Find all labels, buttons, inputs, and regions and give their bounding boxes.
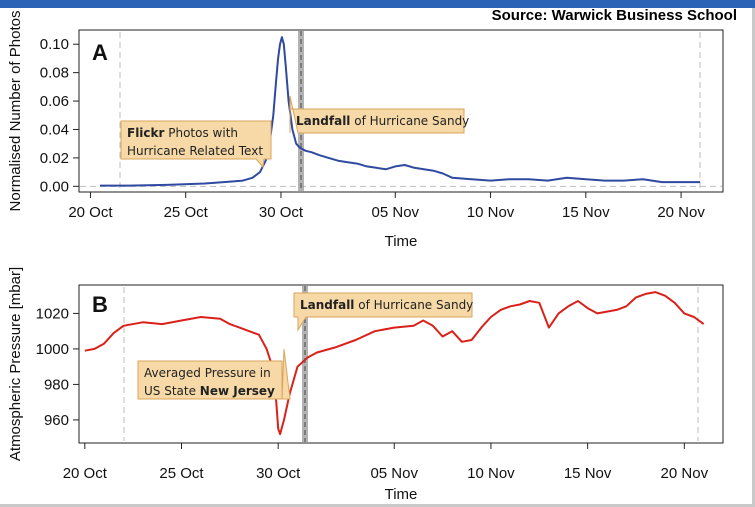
window-title-bar — [0, 0, 755, 8]
window-frame-right — [752, 8, 755, 507]
callout-line-1: Flickr Photos with — [127, 126, 238, 140]
y-tick-label: 960 — [44, 412, 69, 429]
callout-box — [137, 348, 291, 400]
x-tick-label: 20 Oct — [63, 465, 108, 482]
x-tick-label: 20 Nov — [657, 204, 705, 221]
y-tick-label: 0.00 — [40, 178, 69, 195]
y-axis-label: Normalised Number of Photos — [7, 11, 24, 212]
x-axis-label: Time — [385, 486, 418, 503]
panel-letter: A — [92, 40, 108, 65]
callout-line-2: US State New Jersey — [144, 384, 275, 398]
flickr-callout: Flickr Photos with Hurricane Related Text — [120, 120, 272, 169]
pressure-callout: Averaged Pressure in US State New Jersey — [137, 348, 291, 400]
panel-letter: B — [92, 292, 108, 317]
callout-line-1: Landfall of Hurricane Sandy — [300, 298, 473, 312]
callout-box — [120, 120, 272, 169]
x-tick-label: 15 Nov — [562, 204, 610, 221]
y-tick-label: 0.10 — [40, 36, 69, 53]
chart-panel-a: 0.00 0.02 0.04 0.06 0.08 0.10 20 Oct 25 Oct 30 O… — [7, 11, 724, 250]
landfall-callout: Landfall of Hurricane Sandy — [289, 95, 469, 134]
x-tick-label: 25 Oct — [164, 204, 209, 221]
callout-box — [289, 95, 465, 134]
x-tick-label: 05 Nov — [370, 465, 418, 482]
y-tick-label: 0.08 — [40, 65, 69, 82]
callout-line-1: Averaged Pressure in — [144, 366, 271, 380]
x-tick-label: 25 Oct — [159, 465, 204, 482]
x-tick-label: 30 Oct — [256, 465, 301, 482]
callout-line-2: Hurricane Related Text — [127, 144, 263, 158]
series-line — [84, 291, 705, 436]
x-tick-label: 30 Oct — [259, 204, 304, 221]
x-axis-label: Time — [385, 233, 418, 250]
x-tick-label: 20 Oct — [68, 204, 113, 221]
y-tick-label: 980 — [44, 376, 69, 393]
y-tick-label: 1000 — [36, 341, 69, 358]
window-frame-bottom — [0, 504, 755, 507]
chart-panel-b: 960 980 1000 1020 20 Oct 25 Oct 30 Oct 05 Nov 10… — [7, 267, 724, 503]
x-tick-label: 10 Nov — [467, 465, 515, 482]
y-axis-label: Atmospheric Pressure [mbar] — [7, 267, 24, 461]
y-tick-label: 0.06 — [40, 93, 69, 110]
y-tick-label: 0.02 — [40, 150, 69, 167]
landfall-marker-band — [302, 286, 308, 442]
x-tick-label: 10 Nov — [467, 204, 515, 221]
y-tick-label: 1020 — [36, 305, 69, 322]
landfall-callout: Landfall of Hurricane Sandy — [293, 292, 473, 332]
callout-box — [293, 292, 473, 332]
x-tick-label: 20 Nov — [661, 465, 709, 482]
y-tick-label: 0.04 — [40, 121, 69, 138]
callout-line-1: Landfall of Hurricane Sandy — [296, 114, 469, 128]
x-tick-label: 15 Nov — [564, 465, 612, 482]
x-tick-label: 05 Nov — [372, 204, 420, 221]
source-caption: Source: Warwick Business School — [491, 7, 737, 24]
